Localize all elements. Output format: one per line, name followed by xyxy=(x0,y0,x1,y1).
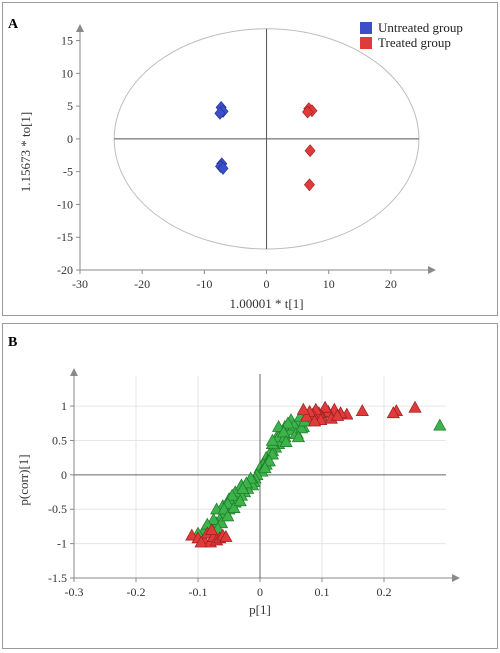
panel-a-y-tick-label: 15 xyxy=(61,34,73,48)
panel-b-y-tick-label: -0.5 xyxy=(48,502,67,516)
variable-point-green xyxy=(262,454,276,467)
panel-b-y-tick-label: 0 xyxy=(61,468,67,482)
variable-point-green xyxy=(206,512,221,525)
panel-a-y-axis-label: 1.15673 * to[1] xyxy=(18,112,33,193)
panel-a-x-tick-label: -10 xyxy=(196,277,212,291)
panel-b-x-tick-label: -0.2 xyxy=(127,585,146,599)
panel-b-x-tick-label: -0.3 xyxy=(65,585,84,599)
panel-b-y-axis-label: p(corr)[1] xyxy=(16,454,31,505)
variable-point-red xyxy=(307,414,322,427)
variable-point-green xyxy=(227,501,241,514)
variable-point-green xyxy=(281,416,295,429)
panel-a-y-tick-label: 5 xyxy=(67,99,73,113)
panel-a-y-tick-label: -5 xyxy=(63,165,73,179)
variable-point-red xyxy=(219,530,233,542)
panel-b-x-axis-arrow xyxy=(452,574,460,582)
untreated-point xyxy=(214,106,226,120)
variable-point-green xyxy=(233,494,247,507)
panel-b-y-tick-label: 0.5 xyxy=(52,433,67,447)
panel-a-y-tick-label: -20 xyxy=(57,263,73,277)
panel-a-x-axis-arrow xyxy=(428,266,436,274)
variable-point-green xyxy=(291,430,306,443)
panel-a-y-axis-arrow xyxy=(76,24,84,32)
panel-a-y-tick-label: -15 xyxy=(57,230,73,244)
variable-point-green xyxy=(279,435,293,447)
legend-untreated-swatch xyxy=(360,22,372,34)
legend-treated-label: Treated group xyxy=(378,35,451,50)
panel-b-x-tick-label: 0.2 xyxy=(377,585,392,599)
panel-a-y-tick-label: 10 xyxy=(61,66,73,80)
variable-point-red xyxy=(194,535,208,548)
panel-b-letter: B xyxy=(8,335,17,350)
panel-b-y-tick-label: -1.5 xyxy=(48,571,67,585)
variable-point-green xyxy=(221,509,235,522)
variable-point-red xyxy=(408,400,422,413)
panel-b-y-tick-label: 1 xyxy=(61,399,67,413)
panel-b-x-tick-label: 0.1 xyxy=(315,585,330,599)
panel-a-x-tick-label: -20 xyxy=(134,277,150,291)
panel-a-x-tick-label: -30 xyxy=(72,277,88,291)
variable-point-green xyxy=(258,461,272,474)
panel-a-x-tick-label: 0 xyxy=(264,277,270,291)
variable-point-green xyxy=(265,433,279,446)
variable-point-red xyxy=(205,523,219,536)
variable-point-green xyxy=(294,421,309,434)
variable-point-red xyxy=(330,408,345,421)
variable-point-red xyxy=(299,409,314,422)
treated-point xyxy=(303,178,315,192)
variable-point-red xyxy=(296,402,310,415)
panel-a-x-axis-label: 1.00001 * t[1] xyxy=(230,296,304,311)
untreated-point xyxy=(217,161,229,175)
panel-b-y-axis-arrow xyxy=(70,368,78,376)
panel-a-x-tick-label: 10 xyxy=(323,277,335,291)
treated-point xyxy=(304,144,316,158)
panel-b-x-tick-label: -0.1 xyxy=(189,585,208,599)
variable-point-red xyxy=(355,404,369,417)
variable-point-green xyxy=(276,425,291,438)
panel-b-x-axis-label: p[1] xyxy=(249,602,271,617)
panel-b-x-tick-label: 0 xyxy=(257,585,263,599)
variable-point-red xyxy=(386,406,400,419)
panel-b-chart: B -0.3 -0.2 -0.1 0 0.1 0.2 -1.5 -1 -0.5 0 0.5 1 p[1… xyxy=(8,335,460,617)
variable-point-red xyxy=(318,400,332,413)
variable-point-green xyxy=(225,488,239,501)
panel-a-y-tick-label: -10 xyxy=(57,197,73,211)
panel-a-x-tick-label: 20 xyxy=(385,277,397,291)
variable-point-green xyxy=(272,419,286,432)
variable-point-green xyxy=(433,418,447,431)
panel-a-letter: A xyxy=(8,17,19,32)
panel-b-y-tick-label: -1 xyxy=(57,537,67,551)
panel-a-y-tick-label: 0 xyxy=(67,132,73,146)
treated-point xyxy=(302,105,314,119)
panel-a-legend: Untreated group Treated group xyxy=(360,20,463,50)
panel-a-frame xyxy=(2,2,498,316)
legend-untreated-label: Untreated group xyxy=(378,20,463,35)
legend-treated-swatch xyxy=(360,37,372,49)
variable-point-green xyxy=(236,481,250,494)
